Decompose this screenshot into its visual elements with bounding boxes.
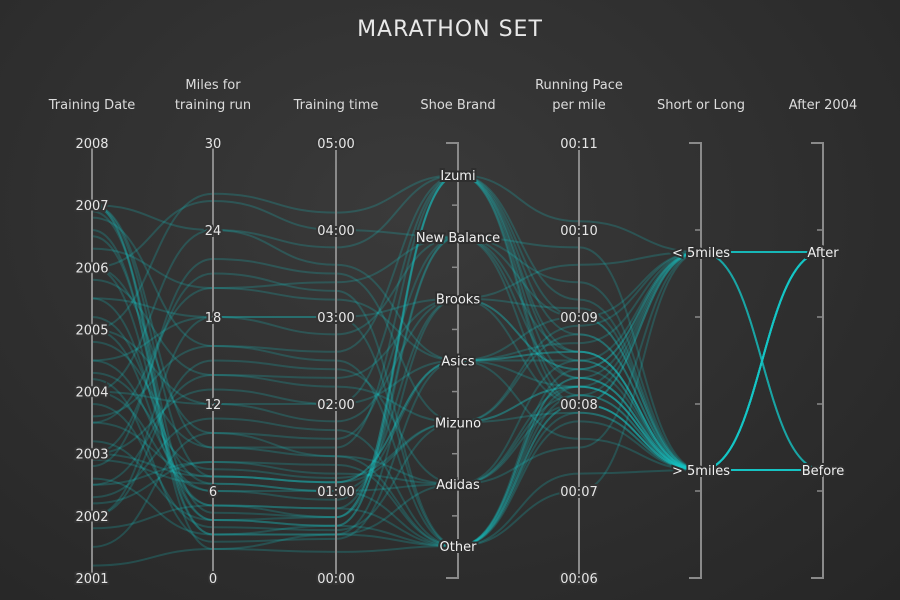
tick-label: 2004 (75, 386, 108, 401)
tick-label: 00:00 (317, 572, 354, 587)
category-label: Other (440, 540, 478, 555)
axis-label: Running Pace (535, 78, 623, 93)
category-label: Adidas (436, 478, 480, 493)
tick-label: 30 (205, 137, 222, 152)
tick-label: 6 (209, 485, 217, 500)
tick-label: 2007 (75, 199, 108, 214)
axis-label: Short or Long (657, 98, 745, 113)
tick-label: 2008 (75, 137, 108, 152)
axis-label: Training Date (48, 98, 136, 113)
category-label: Before (802, 464, 845, 479)
tick-label: 05:00 (317, 137, 354, 152)
axis-shoe: Shoe Brand Other Adidas Mizuno Asics Brooks Ne… (416, 98, 500, 578)
tick-label: 03:00 (317, 311, 354, 326)
axis-length: Short or Long > 5miles < 5miles (657, 98, 745, 578)
axis-bracket (811, 143, 823, 578)
category-label: Izumi (440, 169, 475, 184)
category-label: < 5miles (672, 246, 730, 261)
chart-title: MARATHON SET (357, 17, 543, 42)
tick-label: 02:00 (317, 398, 354, 413)
axis-after2004: After 2004 Before After (789, 98, 857, 578)
tick-label: 2001 (75, 572, 108, 587)
tick-label: 00:08 (560, 398, 597, 413)
category-label: > 5miles (672, 464, 730, 479)
axis-label: After 2004 (789, 98, 857, 113)
axis-date: Training Date 2001 2002 2003 2004 2005 2006 200… (48, 98, 136, 587)
tick-label: 2006 (75, 261, 108, 276)
axis-label: per mile (552, 98, 606, 113)
axis-time: Training time 00:00 01:00 02:00 03:00 04:00 05… (293, 98, 379, 587)
category-label: After (807, 246, 839, 261)
tick-label: 18 (205, 311, 222, 326)
axis-label: training run (175, 98, 251, 113)
tick-label: 24 (205, 224, 222, 239)
axis-label: Training time (293, 98, 379, 113)
axis-label: Shoe Brand (420, 98, 495, 113)
tick-label: 2002 (75, 510, 108, 525)
tick-label: 00:09 (560, 311, 597, 326)
tick-label: 2003 (75, 448, 108, 463)
tick-label: 04:00 (317, 224, 354, 239)
tick-label: 01:00 (317, 485, 354, 500)
axis-label: Miles for (185, 78, 241, 93)
tick-label: 00:11 (560, 137, 597, 152)
category-label: New Balance (416, 231, 500, 246)
tick-label: 00:10 (560, 224, 597, 239)
category-label: Brooks (436, 293, 480, 308)
tick-label: 00:07 (560, 485, 597, 500)
tick-label: 00:06 (560, 572, 597, 587)
axis-bracket (689, 143, 701, 578)
category-label: Asics (441, 355, 474, 370)
category-label: Mizuno (435, 416, 481, 431)
tick-label: 0 (209, 572, 217, 587)
tick-label: 2005 (75, 323, 108, 338)
tick-label: 12 (205, 398, 222, 413)
